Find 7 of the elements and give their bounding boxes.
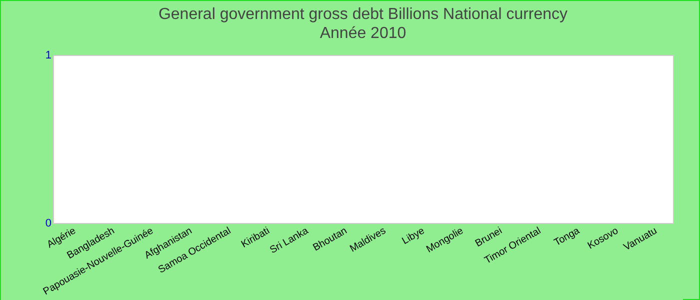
y-tick-label: 1 — [45, 50, 52, 62]
chart-subtitle: Année 2010 — [320, 25, 406, 42]
chart-title: General government gross debt Billions National currency — [158, 6, 568, 23]
x-tick-label: Tonga — [552, 225, 582, 249]
x-tick-label: Sri Lanka — [268, 225, 311, 256]
y-tick-label: 0 — [45, 218, 52, 230]
x-tick-label: Libye — [400, 225, 428, 247]
